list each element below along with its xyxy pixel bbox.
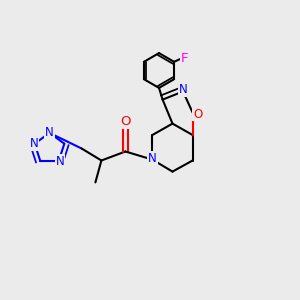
Text: N: N (56, 154, 64, 168)
Text: N: N (148, 152, 157, 165)
Text: N: N (29, 137, 38, 150)
Text: N: N (179, 82, 188, 96)
Text: O: O (194, 107, 202, 121)
Text: F: F (181, 52, 189, 65)
Text: O: O (120, 115, 130, 128)
Text: N: N (45, 126, 54, 140)
